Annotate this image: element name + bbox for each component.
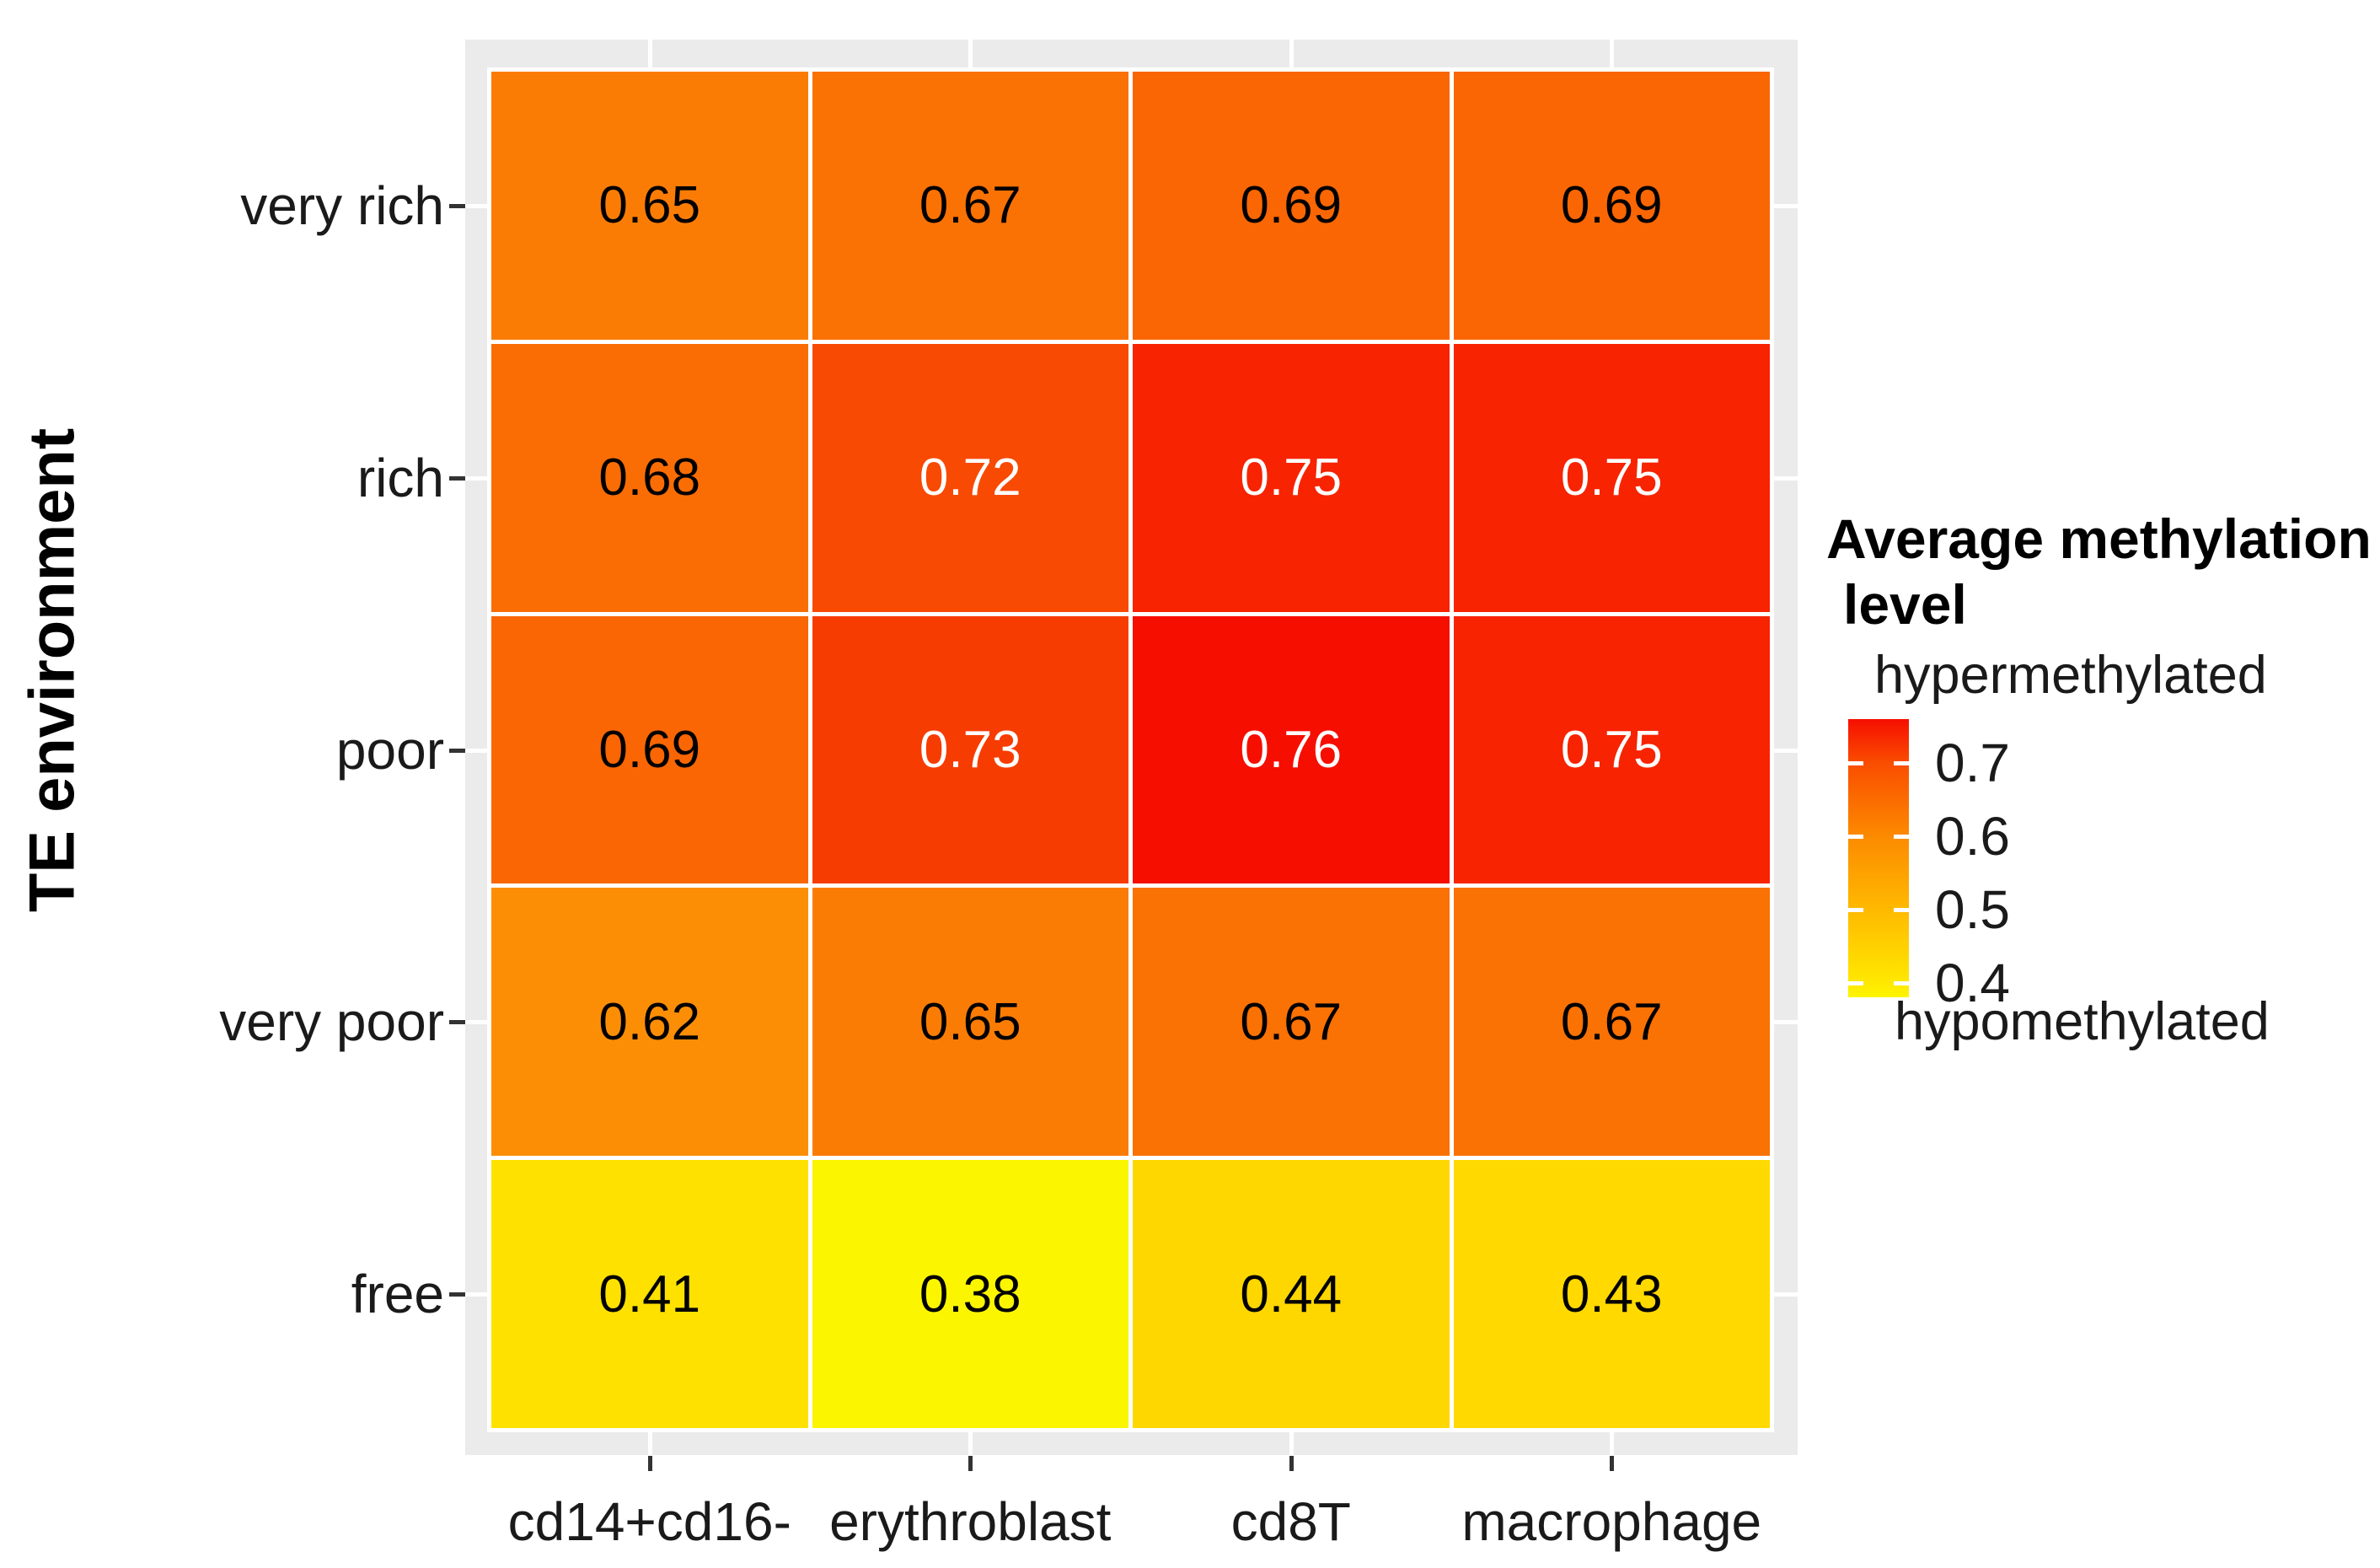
panel-grid-mark-right	[1774, 203, 1798, 208]
heatmap-cell: 0.67	[812, 72, 1128, 340]
cell-value-label: 0.72	[919, 448, 1021, 507]
x-axis-tick-mark	[647, 1456, 652, 1471]
panel-grid-mark-bottom	[1289, 1432, 1294, 1455]
heatmap-cell: 0.75	[1133, 343, 1450, 612]
panel-grid-mark-top	[1610, 40, 1615, 67]
y-axis-tick-mark	[449, 1292, 465, 1297]
y-tick-label-free: free	[351, 1264, 444, 1325]
legend-colorbar-tick	[1894, 834, 1909, 839]
heatmap-cell: 0.67	[1453, 888, 1770, 1157]
legend-colorbar-tick	[1894, 907, 1909, 912]
y-axis-tick-mark	[449, 203, 465, 208]
panel-grid-mark-bottom	[1610, 1432, 1615, 1455]
cell-value-label: 0.68	[598, 448, 701, 507]
x-axis-tick-mark	[1289, 1456, 1294, 1471]
heatmap-cell: 0.43	[1453, 1160, 1770, 1428]
legend-colorbar-tick	[1894, 980, 1909, 985]
legend-colorbar-tick	[1894, 761, 1909, 766]
panel-grid-mark-left	[465, 1292, 487, 1297]
panel-grid-mark-top	[968, 40, 973, 67]
y-axis-tick-mark	[449, 748, 465, 753]
x-tick-label-macrophage: macrophage	[1461, 1491, 1762, 1552]
legend-colorbar-tick	[1848, 980, 1863, 985]
panel-grid-mark-right	[1774, 1292, 1798, 1297]
cell-value-label: 0.65	[598, 176, 701, 235]
x-tick-label-cd8t: cd8T	[1230, 1491, 1351, 1552]
heatmap-cell: 0.65	[812, 888, 1128, 1157]
y-axis-tick-mark	[449, 475, 465, 481]
legend-title-line2: level	[1843, 573, 1967, 636]
panel-grid-mark-bottom	[647, 1432, 652, 1455]
panel-grid-mark-left	[465, 475, 487, 481]
panel-grid-mark-top	[1289, 40, 1294, 67]
heatmap-cell: 0.62	[491, 888, 808, 1157]
cell-value-label: 0.38	[919, 1265, 1021, 1324]
heatmap-cell: 0.69	[1453, 72, 1770, 340]
heatmap-cell: 0.73	[812, 615, 1128, 884]
panel-grid-mark-top	[647, 40, 652, 67]
legend-title-line1: Average methylation	[1826, 507, 2372, 570]
x-axis-tick-mark	[968, 1456, 973, 1471]
heatmap-cell: 0.68	[491, 343, 808, 612]
cell-value-label: 0.41	[598, 1265, 701, 1324]
y-tick-label-very-poor: very poor	[219, 991, 444, 1053]
cell-value-label: 0.69	[1240, 176, 1343, 235]
legend-hypermethylated-label: hypermethylated	[1874, 646, 2267, 705]
cell-value-label: 0.43	[1560, 1265, 1663, 1324]
heatmap-cell: 0.76	[1133, 615, 1450, 884]
cell-value-label: 0.76	[1240, 720, 1343, 779]
cell-value-label: 0.62	[598, 992, 701, 1051]
panel-grid-mark-right	[1774, 475, 1798, 481]
legend-tick-label-0-7: 0.7	[1935, 733, 2010, 794]
legend-title: Average methylation level	[1826, 506, 2372, 637]
cell-value-label: 0.75	[1560, 448, 1663, 507]
cell-value-label: 0.69	[598, 720, 701, 779]
panel-grid-mark-right	[1774, 748, 1798, 753]
cell-value-label: 0.67	[1560, 992, 1663, 1051]
x-tick-label-cd14-cd16: cd14+cd16-	[507, 1491, 791, 1552]
y-tick-label-poor: poor	[335, 719, 444, 781]
legend-tick-label-0-5: 0.5	[1935, 878, 2010, 940]
heatmap-cell: 0.44	[1133, 1160, 1450, 1428]
panel-grid-mark-bottom	[968, 1432, 973, 1455]
heatmap-cell: 0.41	[491, 1160, 808, 1428]
cell-value-label: 0.65	[919, 992, 1021, 1051]
cell-value-label: 0.69	[1560, 176, 1663, 235]
heatmap-cell: 0.75	[1453, 343, 1770, 612]
heatmap-tile-grid: 0.65 0.67 0.69 0.69 0.68 0.72 0.75 0.75 0.69 0.73…	[487, 67, 1774, 1432]
panel-grid-mark-left	[465, 1020, 487, 1025]
cell-value-label: 0.67	[919, 176, 1021, 235]
y-axis-tick-mark	[449, 1020, 465, 1025]
heatmap-cell: 0.75	[1453, 615, 1770, 884]
panel-grid-mark-left	[465, 748, 487, 753]
cell-value-label: 0.75	[1560, 720, 1663, 779]
heatmap-cell: 0.72	[812, 343, 1128, 612]
legend-colorbar-tick	[1848, 834, 1863, 839]
cell-value-label: 0.73	[919, 720, 1021, 779]
legend-hypomethylated-label: hypomethylated	[1895, 992, 2270, 1051]
x-tick-label-erythroblast: erythroblast	[829, 1491, 1112, 1552]
heatmap-cell: 0.69	[1133, 72, 1450, 340]
legend-tick-label-0-6: 0.6	[1935, 805, 2010, 867]
y-tick-label-very-rich: very rich	[240, 175, 444, 236]
panel-grid-mark-left	[465, 203, 487, 208]
cell-value-label: 0.67	[1240, 992, 1343, 1051]
heatmap-cell: 0.69	[491, 615, 808, 884]
legend-tick-label-0-4: 0.4	[1935, 952, 2010, 1013]
legend-colorbar-tick	[1848, 761, 1863, 766]
heatmap-cell: 0.65	[491, 72, 808, 340]
heatmap-cell: 0.67	[1133, 888, 1450, 1157]
x-axis-tick-mark	[1610, 1456, 1615, 1471]
y-tick-label-rich: rich	[356, 447, 444, 508]
heatmap-cell: 0.38	[812, 1160, 1128, 1428]
cell-value-label: 0.75	[1240, 448, 1343, 507]
cell-value-label: 0.44	[1240, 1265, 1343, 1324]
legend-colorbar-tick	[1848, 907, 1863, 912]
panel-grid-mark-right	[1774, 1020, 1798, 1025]
